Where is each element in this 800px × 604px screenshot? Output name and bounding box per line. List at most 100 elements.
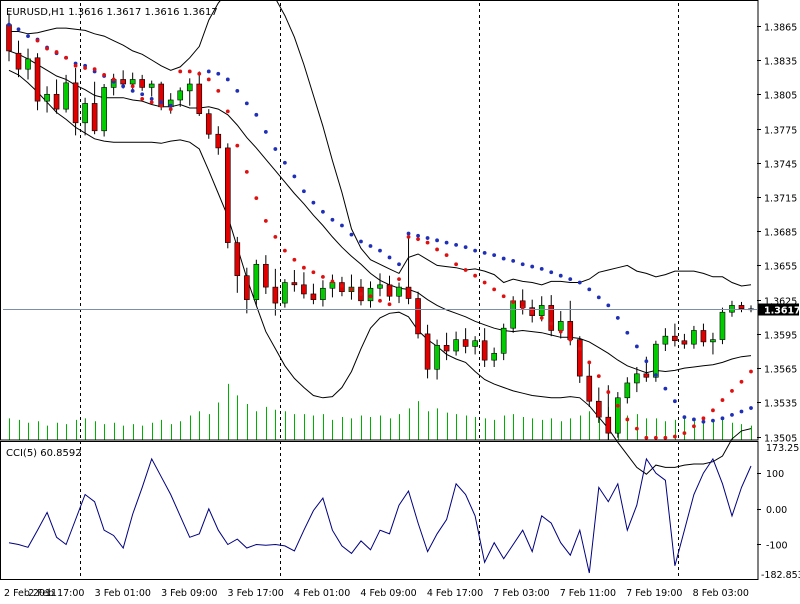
candle-body <box>224 147 231 243</box>
psar-dot <box>644 435 649 440</box>
bollinger-upper-band <box>9 0 752 287</box>
psar-dot <box>511 300 516 304</box>
candle-body <box>177 90 184 101</box>
psar-dot <box>720 416 725 421</box>
candle <box>82 97 88 136</box>
candle-body <box>491 352 497 361</box>
psar-dot <box>558 273 563 278</box>
candle <box>472 336 478 355</box>
candle-body <box>82 103 88 124</box>
candle <box>605 385 612 440</box>
candle <box>586 362 593 407</box>
psar-dot <box>596 295 601 300</box>
price-tick-label: 1.3745 <box>764 160 797 171</box>
psar-dot <box>568 277 573 282</box>
psar-dot <box>273 235 278 239</box>
psar-dot <box>387 302 392 307</box>
candle <box>177 87 184 107</box>
candle-body <box>576 339 583 377</box>
price-tick-label: 1.3625 <box>764 297 797 308</box>
candle <box>415 291 421 339</box>
candle <box>263 255 269 294</box>
candle-body <box>272 286 279 304</box>
candle-body <box>72 82 79 124</box>
psar-dot <box>311 270 316 275</box>
candle-body <box>548 305 555 331</box>
psar-dot <box>425 240 430 245</box>
psar-dot <box>454 262 459 267</box>
psar-dot <box>349 287 354 292</box>
time-tick-label: 4 Feb 01:00 <box>294 588 350 599</box>
time-tick-label: 7 Feb 19:00 <box>626 588 682 599</box>
price-tick-label: 1.3835 <box>764 57 797 68</box>
psar-dot <box>568 337 573 342</box>
psar-dot <box>387 255 392 260</box>
candle-body <box>320 287 326 300</box>
psar-dot <box>73 63 78 68</box>
psar-dot <box>615 403 620 408</box>
psar-dot <box>368 244 373 248</box>
psar-dot <box>634 426 639 431</box>
psar-dot <box>454 242 459 247</box>
psar-dot <box>35 38 40 43</box>
main-panel-frame <box>0 0 759 441</box>
psar-dot <box>83 66 88 70</box>
psar-dot <box>368 294 373 299</box>
candle-body <box>453 339 459 352</box>
candle <box>424 324 431 379</box>
psar-dot <box>663 435 668 440</box>
candle-body <box>691 330 697 345</box>
candle-body <box>215 133 222 149</box>
candle <box>91 81 98 135</box>
candle-body <box>25 58 31 70</box>
candle <box>272 268 279 316</box>
psar-dot <box>321 209 325 214</box>
candle <box>481 328 488 367</box>
candle-body <box>405 286 412 299</box>
time-tick-label: 7 Feb 03:00 <box>493 588 549 599</box>
candle <box>72 68 79 136</box>
candle-body <box>481 340 488 361</box>
candle <box>500 323 507 361</box>
candle-body <box>91 103 98 132</box>
psar-dot <box>311 200 316 205</box>
candle-body <box>139 79 145 88</box>
psar-dot <box>92 67 97 72</box>
psar-dot <box>625 417 630 422</box>
candle <box>719 307 726 345</box>
time-tick-label: 7 Feb 11:00 <box>560 588 616 599</box>
candle-body <box>567 321 574 340</box>
candle-body <box>586 375 593 402</box>
time-tick-label: 2 Feb 17:00 <box>28 588 84 599</box>
candle <box>25 48 31 80</box>
psar-dot <box>530 264 535 269</box>
candle <box>196 71 203 116</box>
psar-dot <box>711 418 715 423</box>
psar-dot <box>359 292 363 296</box>
psar-dot <box>130 88 135 93</box>
candle <box>462 328 469 354</box>
candle-body <box>719 311 726 340</box>
candle-body <box>634 373 640 384</box>
psar-dot <box>244 101 249 106</box>
candle-body <box>643 373 650 378</box>
candle <box>44 86 50 113</box>
candle-body <box>53 93 60 110</box>
psar-dot <box>701 416 706 421</box>
psar-dot <box>235 88 240 93</box>
candle <box>443 332 450 361</box>
candle <box>595 387 602 423</box>
psar-dot <box>492 253 497 258</box>
psar-dot <box>178 69 183 74</box>
candle-body <box>386 284 393 297</box>
psar-dot <box>168 107 173 112</box>
price-tick-label: 1.3505 <box>764 434 797 445</box>
candle-body <box>624 382 631 399</box>
psar-dot <box>463 245 468 250</box>
candle-body <box>653 343 659 378</box>
psar-dot <box>397 262 401 267</box>
candle-body <box>672 335 678 342</box>
candle-body <box>44 93 50 102</box>
psar-dot <box>425 236 430 240</box>
